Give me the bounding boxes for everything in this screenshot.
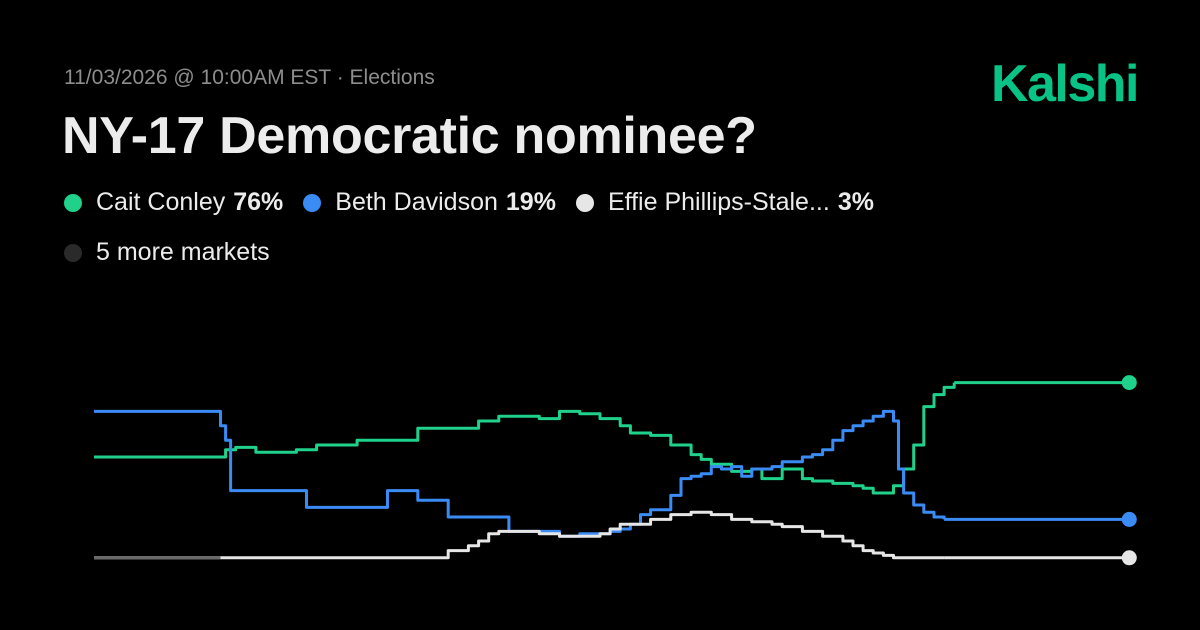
legend-item-beth-davidson[interactable]: Beth Davidson 19% xyxy=(303,188,556,217)
series-line-2 xyxy=(94,510,945,560)
market-title: NY-17 Democratic nominee? xyxy=(62,107,757,165)
legend-dot-icon xyxy=(64,193,82,212)
legend-dot-icon xyxy=(303,193,322,212)
legend-item-cait-conley[interactable]: Cait Conley 76% xyxy=(64,188,283,217)
series-line-0 xyxy=(94,382,956,495)
more-markets[interactable]: 5 more markets xyxy=(64,238,270,267)
legend-item-effie-phillips-staley[interactable]: Effie Phillips-Stale... 3% xyxy=(575,188,874,217)
series-line-1 xyxy=(94,409,946,538)
more-markets-label: 5 more markets xyxy=(96,238,270,266)
kalshi-logo[interactable]: Kalshi xyxy=(990,55,1140,113)
legend-pct: 19% xyxy=(505,188,556,216)
legend-name: Effie Phillips-Stale... xyxy=(607,188,830,216)
legend: Cait Conley 76% Beth Davidson 19% Effie … xyxy=(64,188,894,217)
legend-pct: 76% xyxy=(233,188,284,216)
legend-dot-icon xyxy=(575,193,594,212)
more-markets-dot-icon xyxy=(64,243,82,262)
event-meta: 11/03/2026 @ 10:00AM EST · Elections xyxy=(64,66,435,89)
legend-name: Cait Conley xyxy=(96,188,226,216)
legend-pct: 3% xyxy=(837,188,874,216)
legend-name: Beth Davidson xyxy=(335,188,498,216)
